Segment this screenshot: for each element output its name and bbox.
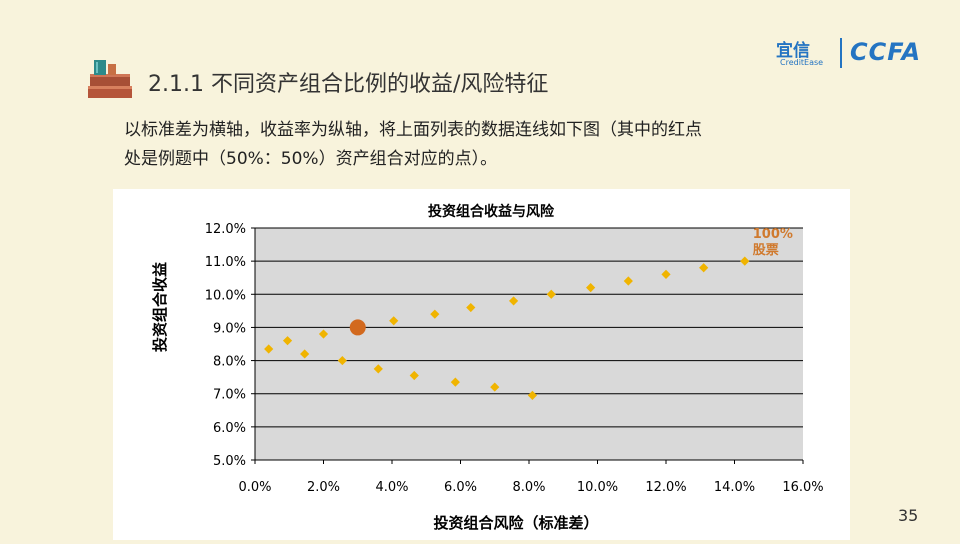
return-risk-scatter-chart: 5.0% 6.0% 7.0% 8.0% 9.0% 10.0% 11.0% 12.0% 0.0% 2… <box>151 203 824 532</box>
data-point <box>409 370 419 381</box>
plot-area <box>255 228 803 460</box>
slide-title: 2.1.1 不同资产组合比例的收益/风险特征 <box>148 72 549 97</box>
x-tick-label: 12.0% <box>645 480 686 495</box>
y-tick-label: 8.0% <box>213 355 246 370</box>
x-tick-label: 10.0% <box>577 480 618 495</box>
tick-labels: 5.0% 6.0% 7.0% 8.0% 9.0% 10.0% 11.0% 12.0% 0.0% 2… <box>205 222 824 495</box>
data-point <box>264 344 274 354</box>
creditease-ccfa-logo: 宜信 CreditEase CCFA <box>776 36 936 72</box>
x-tick-label: 0.0% <box>238 480 271 495</box>
y-tick-label: 11.0% <box>205 255 246 270</box>
y-tick-label: 7.0% <box>213 388 246 403</box>
data-point <box>318 329 329 339</box>
logo-ccfa-mark: CCFA <box>850 38 922 66</box>
highlight-point-50-50 <box>349 319 366 336</box>
x-tick-label: 14.0% <box>714 480 755 495</box>
chart-panel: 5.0% 6.0% 7.0% 8.0% 9.0% 10.0% 11.0% 12.0% 0.0% 2… <box>113 189 850 540</box>
data-point <box>546 289 556 299</box>
y-tick-label: 9.0% <box>213 321 246 336</box>
stock-annotation-pct: 100% <box>753 227 793 242</box>
logo-cn-text: 宜信 <box>776 41 810 61</box>
x-tick-label: 8.0% <box>512 480 545 495</box>
stock-annotation-label: 股票 <box>753 242 779 258</box>
slide-header: 2.1.1 不同资产组合比例的收益/风险特征 宜信 CreditEase CCF… <box>0 0 960 110</box>
x-tick-label: 4.0% <box>375 480 408 495</box>
body-paragraph: 以标准差为横轴，收益率为纵轴，将上面列表的数据连线如下图（其中的红点 处是例题中… <box>124 116 844 174</box>
y-tick-label: 5.0% <box>213 454 246 469</box>
data-point <box>699 263 709 273</box>
x-tick-label: 16.0% <box>782 480 823 495</box>
body-line-1: 以标准差为横轴，收益率为纵轴，将上面列表的数据连线如下图（其中的红点 <box>124 120 702 140</box>
y-tick-label: 12.0% <box>205 222 246 237</box>
data-point <box>389 316 399 326</box>
y-tick-label: 6.0% <box>213 421 246 436</box>
x-tick-label: 2.0% <box>307 480 340 495</box>
body-line-2: 处是例题中（50%：50%）资产组合对应的点）。 <box>124 149 498 169</box>
y-tick-label: 10.0% <box>205 288 246 303</box>
x-axis-label: 投资组合风险（标准差） <box>433 514 598 532</box>
logo-divider <box>840 38 842 68</box>
y-axis-label: 投资组合收益 <box>151 262 169 352</box>
data-point <box>586 283 596 293</box>
data-point <box>466 302 476 313</box>
logo-en-text: CreditEase <box>780 58 824 67</box>
x-tick-label: 6.0% <box>444 480 477 495</box>
page-number: 35 <box>898 506 919 525</box>
axes <box>251 227 804 464</box>
chart-title: 投资组合收益与风险 <box>428 203 555 220</box>
data-point <box>508 296 519 306</box>
books-icon <box>88 60 132 98</box>
data-point <box>623 276 633 286</box>
